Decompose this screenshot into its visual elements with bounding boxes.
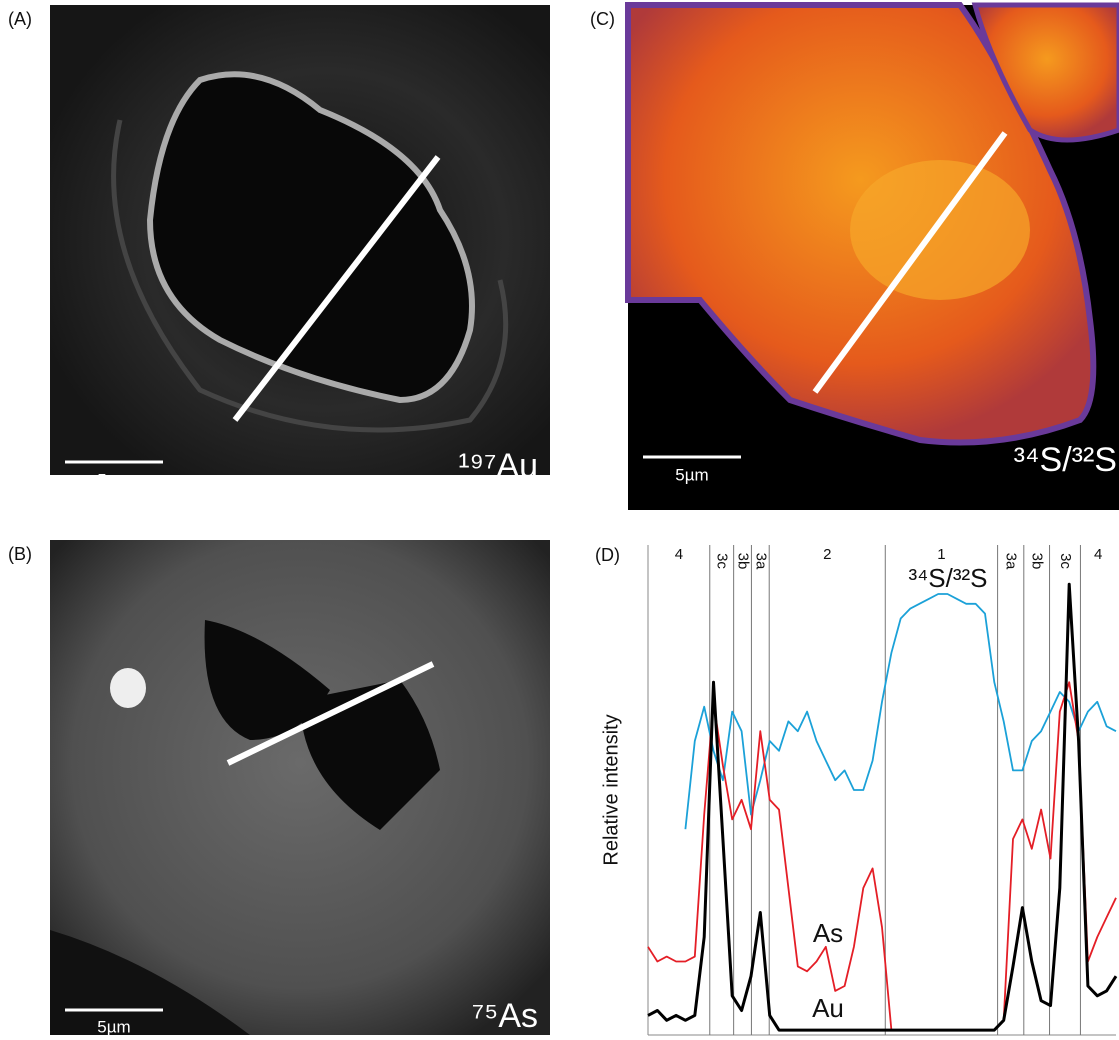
zone-label: 4 [675, 546, 683, 563]
scale-label: 5µm [675, 465, 708, 484]
isotope-label: ⁷⁵As [472, 997, 538, 1035]
scale-label: 5µm [97, 470, 130, 489]
profile-line [226, 661, 435, 766]
isotope-label: ¹⁹⁷Au [458, 447, 538, 485]
zone-label: 3b [1029, 553, 1046, 570]
core [850, 160, 1030, 300]
hole [300, 680, 440, 830]
hole [204, 620, 330, 740]
panel-label: (A) [8, 9, 32, 29]
y-axis-label: Relative intensity [600, 714, 622, 865]
profile-line [232, 155, 441, 422]
zone-label: 3b [735, 553, 752, 570]
gold-rim [146, 71, 475, 404]
panel-label: (D) [595, 545, 620, 565]
panel-label: (B) [8, 544, 32, 564]
zone-label: 4 [1094, 546, 1102, 563]
series-label: Au [812, 993, 844, 1023]
grain [971, 2, 1119, 143]
isotope-label: ³⁴S/³²S [1014, 441, 1117, 479]
panel-c: 5µm ³⁴S/³²S (C) [590, 2, 1119, 510]
series-line [647, 582, 1118, 1032]
profile-line [812, 131, 1008, 394]
scale-label: 5µm [97, 1017, 130, 1036]
series-label: As [813, 918, 843, 948]
zone-label: 2 [823, 546, 831, 563]
bright-spot [110, 668, 146, 708]
series-line [647, 681, 1117, 1031]
panel-d: (D) Relative intensity 4 3c 3b 3a 2 1 3a 3b 3c 4³… [595, 545, 1118, 1036]
zone-label: 3a [752, 553, 769, 570]
panel-a: 5µm ¹⁹⁷Au (A) [8, 5, 550, 489]
outer-rim [111, 119, 509, 433]
panel-b: 5µm ⁷⁵As (B) [8, 540, 550, 1036]
series-line [684, 593, 1117, 830]
zone-label: 3c [714, 553, 731, 569]
micrograph [50, 540, 550, 1035]
zone-label: 3a [1003, 553, 1020, 570]
panel-label: (C) [590, 9, 615, 29]
zone-label: 1 [937, 546, 945, 563]
series-label: ³⁴S/³²S [908, 563, 987, 593]
zone-label: 3c [1057, 553, 1074, 569]
